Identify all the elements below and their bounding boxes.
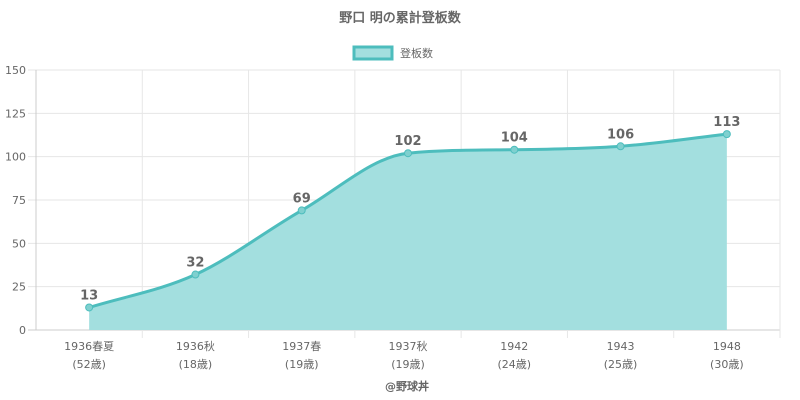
data-point[interactable] bbox=[191, 270, 200, 279]
x-tick-label: 1937秋 bbox=[389, 339, 428, 353]
x-tick-label: 1943 bbox=[607, 340, 635, 353]
legend[interactable]: 登板数 bbox=[352, 45, 433, 61]
x-tick-label: 1948 bbox=[713, 340, 741, 353]
x-tick-label: (52歳) bbox=[72, 358, 106, 371]
y-tick-label: 150 bbox=[5, 64, 26, 77]
y-tick-label: 75 bbox=[12, 194, 26, 207]
series-area bbox=[88, 132, 728, 330]
y-tick-label: 125 bbox=[5, 107, 26, 120]
credit-text: @野球丼 bbox=[385, 379, 429, 393]
x-tick-label: 1936春夏 bbox=[64, 340, 114, 353]
data-point[interactable] bbox=[297, 206, 306, 215]
data-label: 104 bbox=[501, 131, 528, 146]
data-point[interactable] bbox=[510, 145, 519, 154]
legend-swatch bbox=[352, 45, 394, 61]
data-label: 102 bbox=[394, 134, 421, 149]
x-axis-ticks: 1936春夏 (52歳) 1936秋 (18歳) 1937春 (19歳) 1937秋 (19歳… bbox=[64, 339, 744, 371]
data-label: 32 bbox=[186, 256, 204, 271]
x-tick-label: (25歳) bbox=[604, 358, 638, 371]
x-tick-label: (30歳) bbox=[710, 358, 744, 371]
x-tick-label: (18歳) bbox=[179, 358, 213, 371]
series-points bbox=[85, 130, 731, 312]
y-tick-label: 50 bbox=[12, 237, 26, 250]
data-label: 69 bbox=[293, 191, 311, 206]
x-tick-label: 1937春 bbox=[282, 340, 321, 353]
y-tick-label: 0 bbox=[19, 324, 26, 337]
x-tick-label: (19歳) bbox=[285, 358, 319, 371]
data-point[interactable] bbox=[404, 149, 412, 158]
legend-label: 登板数 bbox=[400, 46, 433, 60]
x-tick-label: (24歳) bbox=[497, 358, 531, 371]
data-labels: 13 32 69 102 104 106 113 bbox=[80, 115, 740, 303]
data-label: 13 bbox=[80, 288, 98, 303]
x-tick-label: 1942 bbox=[500, 340, 528, 353]
x-tick-label: (19歳) bbox=[391, 358, 425, 371]
data-point[interactable] bbox=[85, 303, 94, 312]
series-area-fill bbox=[89, 134, 727, 330]
data-label: 113 bbox=[713, 115, 740, 130]
chart-title: 野口 明の累計登板数 bbox=[339, 10, 462, 26]
data-label: 106 bbox=[607, 127, 634, 142]
data-point[interactable] bbox=[722, 130, 731, 139]
data-point[interactable] bbox=[616, 142, 625, 151]
y-tick-label: 25 bbox=[12, 281, 26, 294]
y-axis-ticks: 0 25 50 75 100 125 150 bbox=[5, 64, 26, 337]
y-tick-label: 100 bbox=[5, 151, 26, 164]
x-tick-label: 1936秋 bbox=[176, 339, 215, 353]
